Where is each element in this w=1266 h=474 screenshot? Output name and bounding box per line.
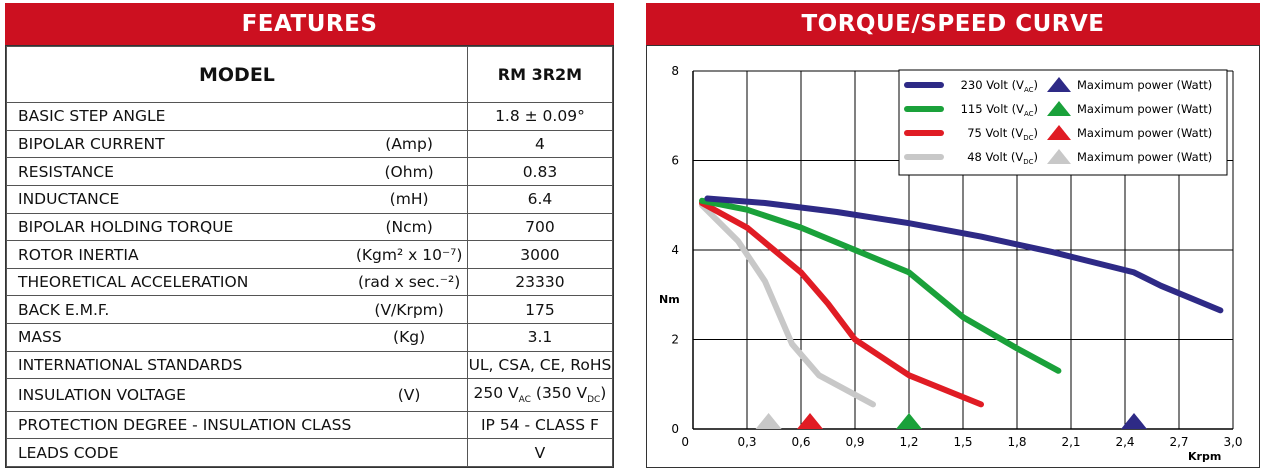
- legend-marker: [1047, 77, 1071, 92]
- feature-label: BIPOLAR HOLDING TORQUE: [6, 212, 352, 242]
- table-row: MASS (Kg) 3.1: [6, 323, 614, 352]
- feature-value: 23330: [466, 267, 614, 297]
- legend-max-power-label: Maximum power (Watt): [1077, 78, 1212, 92]
- legend-marker: [1047, 101, 1071, 116]
- feature-value: 175: [466, 295, 614, 325]
- y-tick-label: 0: [671, 422, 679, 436]
- torque-speed-chart: 0 0,3 0,6 0,9 1,2 1,5 1,8 2,1 2,4 2,7 3,0 2 4 6 8 0 Nm Kr…: [646, 45, 1260, 468]
- table-row: LEADS CODE V: [6, 438, 614, 467]
- y-tick-label: 2: [671, 333, 679, 347]
- feature-unit: (Kg): [351, 323, 468, 352]
- series-line: [699, 200, 984, 408]
- table-row: BACK E.M.F. (V/Krpm) 175: [6, 295, 614, 325]
- feature-value: 0.83: [466, 157, 614, 186]
- model-value: RM 3R2M: [466, 46, 614, 103]
- legend-label: 75 Volt (VDC): [967, 126, 1038, 142]
- table-row: ROTOR INERTIA (Kgm² x 10⁻⁷) 3000: [6, 240, 614, 269]
- legend-max-power-label: Maximum power (Watt): [1077, 150, 1212, 164]
- y-tick-label: 4: [671, 243, 679, 257]
- feature-label: LEADS CODE: [6, 438, 352, 467]
- feature-value: 700: [466, 212, 614, 242]
- feature-unit: [351, 102, 468, 131]
- feature-label: RESISTANCE: [6, 157, 352, 186]
- x-tick-label: 1,8: [1007, 435, 1026, 449]
- feature-value: 3000: [466, 240, 614, 269]
- max-power-marker: [896, 413, 922, 429]
- series-line: [699, 202, 876, 408]
- y-tick-label: 8: [671, 64, 679, 78]
- legend-label: 230 Volt (VAC): [961, 78, 1038, 94]
- feature-label: BASIC STEP ANGLE: [6, 102, 352, 131]
- y-tick-label: 6: [671, 154, 679, 168]
- chart-svg: 0 0,3 0,6 0,9 1,2 1,5 1,8 2,1 2,4 2,7 3,0 2 4 6 8 0 Nm Kr…: [659, 64, 1243, 463]
- feature-value: 3.1: [466, 323, 614, 352]
- feature-value: UL, CSA, CE, RoHS: [466, 350, 614, 380]
- feature-unit: [351, 438, 468, 467]
- legend-label: 115 Volt (VAC): [961, 102, 1038, 118]
- table-row: INTERNATIONAL STANDARDS UL, CSA, CE, RoHS: [6, 350, 614, 380]
- x-tick-label: 0,3: [737, 435, 756, 449]
- legend-marker: [1047, 125, 1071, 140]
- feature-value: V: [466, 438, 614, 467]
- feature-value: 6.4: [466, 184, 614, 214]
- table-row: INDUCTANCE (mH) 6.4: [6, 184, 614, 214]
- x-tick-label: 0: [681, 435, 689, 449]
- x-tick-label: 3,0: [1223, 435, 1242, 449]
- model-label: MODEL: [6, 46, 468, 103]
- x-tick-label: 2,4: [1115, 435, 1134, 449]
- feature-value: 250 VAC (350 VDC): [466, 378, 614, 412]
- legend-max-power-label: Maximum power (Watt): [1077, 126, 1212, 140]
- x-axis-label: Krpm: [1188, 450, 1221, 463]
- max-power-marker: [755, 413, 782, 429]
- x-tick-label: 1,5: [953, 435, 972, 449]
- table-row: BIPOLAR HOLDING TORQUE (Ncm) 700: [6, 212, 614, 242]
- feature-label: INSULATION VOLTAGE: [6, 378, 352, 412]
- torque-speed-title: TORQUE/SPEED CURVE: [646, 3, 1260, 45]
- x-tick-label: 1,2: [899, 435, 918, 449]
- feature-label: INTERNATIONAL STANDARDS: [6, 350, 352, 380]
- feature-label: INDUCTANCE: [6, 184, 352, 214]
- x-tick-label: 0,6: [791, 435, 810, 449]
- feature-unit: (V/Krpm): [351, 295, 468, 325]
- table-row: INSULATION VOLTAGE (V) 250 VAC (350 VDC): [6, 378, 614, 412]
- features-table: MODEL RM 3R2M BASIC STEP ANGLE 1.8 ± 0.09…: [5, 45, 614, 468]
- feature-unit: (Ncm): [351, 212, 468, 242]
- feature-unit: [351, 410, 468, 440]
- feature-unit: (Amp): [351, 129, 468, 159]
- feature-unit: (mH): [351, 184, 468, 214]
- x-tick-label: 0,9: [845, 435, 864, 449]
- x-tick-label: 2,1: [1061, 435, 1080, 449]
- table-row: BIPOLAR CURRENT (Amp) 4: [6, 129, 614, 159]
- feature-label: BACK E.M.F.: [6, 295, 352, 325]
- feature-unit: [351, 350, 468, 380]
- max-power-marker: [797, 413, 823, 429]
- legend-marker: [1047, 149, 1071, 164]
- feature-label: PROTECTION DEGREE - INSULATION CLASS: [6, 410, 352, 440]
- features-title: FEATURES: [5, 3, 614, 45]
- feature-label: ROTOR INERTIA: [6, 240, 352, 269]
- feature-unit: (Ohm): [351, 157, 468, 186]
- max-power-marker: [1121, 413, 1147, 429]
- x-tick-label: 2,7: [1169, 435, 1188, 449]
- feature-label: THEORETICAL ACCELERATION: [6, 267, 352, 297]
- feature-value: 4: [466, 129, 614, 159]
- legend-max-power-label: Maximum power (Watt): [1077, 102, 1212, 116]
- y-axis-label: Nm: [659, 293, 680, 306]
- series-line: [699, 197, 1062, 374]
- series-line: [704, 195, 1224, 314]
- table-row: RESISTANCE (Ohm) 0.83: [6, 157, 614, 186]
- table-row: BASIC STEP ANGLE 1.8 ± 0.09°: [6, 102, 614, 131]
- feature-unit: (V): [351, 378, 468, 412]
- feature-value: 1.8 ± 0.09°: [466, 102, 614, 131]
- feature-unit: (rad x sec.⁻²): [351, 267, 468, 297]
- table-row: THEORETICAL ACCELERATION (rad x sec.⁻²) 23…: [6, 267, 614, 297]
- legend-label: 48 Volt (VDC): [967, 150, 1038, 166]
- feature-label: BIPOLAR CURRENT: [6, 129, 352, 159]
- feature-label: MASS: [6, 323, 352, 352]
- feature-unit: (Kgm² x 10⁻⁷): [351, 240, 468, 269]
- table-header-row: MODEL RM 3R2M: [6, 46, 614, 103]
- feature-value: IP 54 - CLASS F: [466, 410, 614, 440]
- table-row: PROTECTION DEGREE - INSULATION CLASS IP 5…: [6, 410, 614, 440]
